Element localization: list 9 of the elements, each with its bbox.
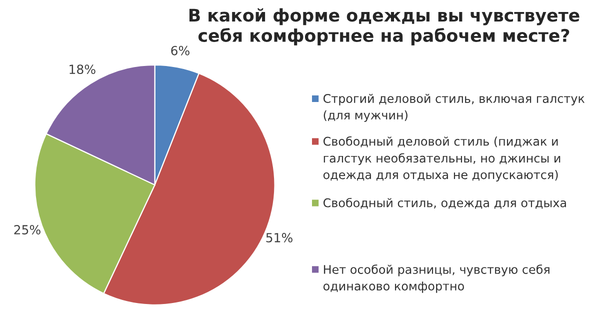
legend-label: Свободный стиль, одежда для отдыха: [323, 198, 566, 209]
legend-label: Нет особой разницы, чувствую себя одинаково комфортно: [323, 264, 550, 293]
data-label: 51%: [266, 232, 292, 242]
legend-label: Свободный деловой стиль (пиджак и галстук необязательны, но джинсы и одежда для отдыха не допускаются): [323, 136, 560, 182]
data-label: 18%: [70, 64, 96, 74]
data-label: 25%: [14, 225, 40, 234]
legend-label: Строгий деловой стиль, включая галстук (для мужчин): [323, 94, 585, 122]
chart-title: В какой форме одежды вы чувствуете себя комфортнее на рабочем месте?: [189, 8, 580, 46]
data-label: 6%: [171, 46, 190, 56]
